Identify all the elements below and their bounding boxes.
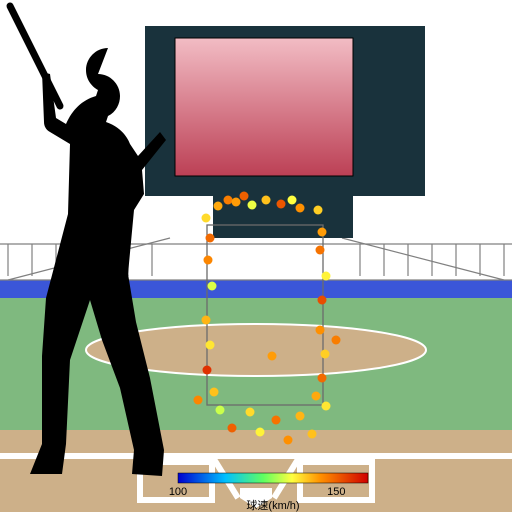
pitch-marker bbox=[318, 296, 327, 305]
pitch-marker bbox=[314, 206, 323, 215]
pitch-marker bbox=[208, 282, 217, 291]
pitch-marker bbox=[194, 396, 203, 405]
pitch-marker bbox=[322, 272, 331, 281]
pitch-marker bbox=[316, 246, 325, 255]
pitch-marker bbox=[268, 352, 277, 361]
colorbar-label: 球速(km/h) bbox=[246, 498, 299, 512]
pitch-marker bbox=[318, 228, 327, 237]
chart-svg: 100 150 球速(km/h) bbox=[0, 0, 512, 512]
pitch-marker bbox=[312, 392, 321, 401]
pitch-marker bbox=[206, 341, 215, 350]
pitch-marker bbox=[332, 336, 341, 345]
pitch-marker bbox=[232, 198, 241, 207]
pitch-marker bbox=[272, 416, 281, 425]
pitch-marker bbox=[308, 430, 317, 439]
pitch-marker bbox=[318, 374, 327, 383]
pitch-marker bbox=[246, 408, 255, 417]
pitch-marker bbox=[316, 326, 325, 335]
scoreboard-screen bbox=[175, 38, 353, 176]
pitch-marker bbox=[202, 316, 211, 325]
pitch-marker bbox=[256, 428, 265, 437]
pitch-marker bbox=[228, 424, 237, 433]
pitch-marker bbox=[321, 350, 330, 359]
colorbar bbox=[178, 473, 368, 483]
pitch-marker bbox=[210, 388, 219, 397]
pitch-marker bbox=[216, 406, 225, 415]
pitch-location-chart: 100 150 球速(km/h) bbox=[0, 0, 512, 512]
pitch-marker bbox=[262, 196, 271, 205]
pitch-marker bbox=[322, 402, 331, 411]
pitch-marker bbox=[277, 200, 286, 209]
pitch-marker bbox=[240, 192, 249, 201]
pitch-marker bbox=[202, 214, 211, 223]
pitch-marker bbox=[288, 196, 297, 205]
pitch-marker bbox=[284, 436, 293, 445]
pitch-marker bbox=[214, 202, 223, 211]
pitch-marker bbox=[203, 366, 212, 375]
colorbar-tick: 100 bbox=[169, 486, 187, 498]
pitch-marker bbox=[224, 196, 233, 205]
pitch-marker bbox=[206, 234, 215, 243]
pitch-marker bbox=[296, 412, 305, 421]
pitch-marker bbox=[204, 256, 213, 265]
colorbar-tick: 150 bbox=[327, 486, 345, 498]
pitch-marker bbox=[296, 204, 305, 213]
pitch-marker bbox=[248, 201, 257, 210]
